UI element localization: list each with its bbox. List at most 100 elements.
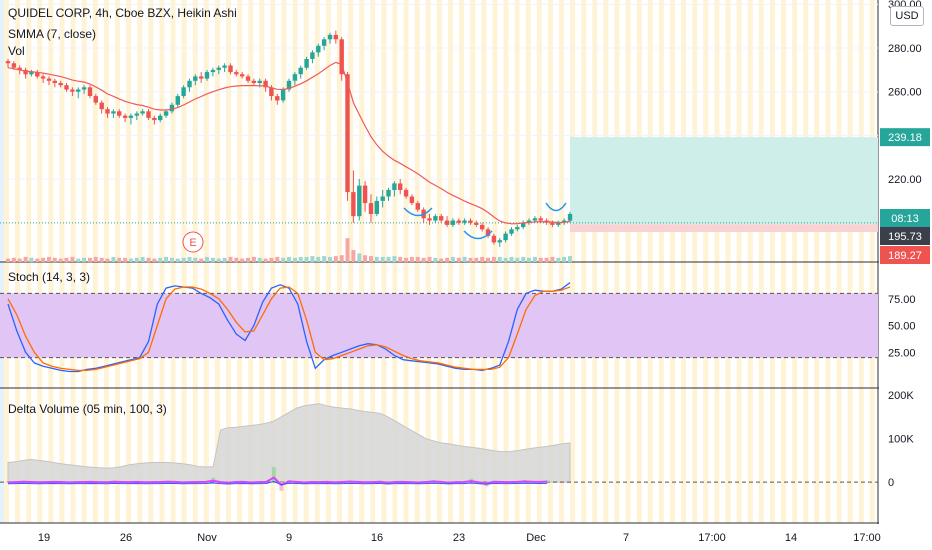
candle-body (280, 89, 286, 101)
candle-body (327, 34, 333, 40)
candle-body (40, 76, 46, 79)
pattern-arc (403, 207, 433, 217)
total-volume-area (7, 403, 571, 483)
candle-body (316, 45, 321, 53)
candle-body (169, 104, 175, 112)
symbol-legend[interactable]: QUIDEL CORP, 4h, Cboe BZX, Heikin Ashi (8, 6, 237, 20)
candle-body (17, 67, 22, 70)
candle-body (76, 89, 81, 92)
volume-bar (263, 258, 268, 262)
candle-body (222, 65, 227, 68)
volume-bar (6, 258, 10, 262)
volume-bar (527, 257, 531, 263)
candlestick-series[interactable] (5, 30, 573, 247)
volume-bar (187, 256, 192, 262)
volume-bar (269, 257, 274, 263)
candle-body (409, 196, 415, 204)
volume-bar (556, 257, 561, 263)
volume-bar (445, 257, 450, 263)
candle-body (450, 220, 456, 225)
candle-body (234, 72, 239, 75)
stoch-tick-label: 50.00 (888, 321, 916, 333)
volume-bar (345, 238, 350, 262)
candle-body (474, 222, 479, 225)
time-tick-label: 7 (623, 532, 629, 544)
volume-bar (298, 256, 303, 262)
candle-body (503, 233, 508, 241)
volume-bar (199, 258, 204, 262)
candle-body (556, 222, 561, 225)
volume-bar (351, 250, 356, 262)
volume-bar (392, 256, 397, 263)
currency-button[interactable]: USD (890, 6, 924, 26)
candle-body (269, 87, 274, 96)
volume-bar (369, 256, 373, 263)
volume-bar (29, 257, 34, 263)
candle-body (199, 76, 204, 79)
candle-body (29, 72, 34, 75)
candle-body (304, 59, 309, 68)
candle-body (111, 111, 116, 114)
volume-bar (380, 256, 385, 262)
candle-body (35, 72, 40, 77)
delta-volume-panel[interactable] (0, 403, 878, 491)
candle-body (146, 111, 151, 118)
stochastic-panel[interactable] (0, 282, 878, 373)
volume-bar (538, 257, 543, 263)
volume-bar (521, 256, 526, 262)
volume-bar (251, 256, 256, 262)
volume-bar (468, 257, 473, 263)
candle-body (257, 80, 262, 83)
volume-bar (158, 257, 163, 263)
time-axis[interactable]: 19 26 Nov 9 16 23 Dec 7 17:00 14 17:00 (0, 524, 932, 550)
volume-bar (216, 258, 221, 262)
candle-body (117, 111, 122, 116)
price-axes[interactable]: 220.00240.00260.00280.00300.00239.18199.… (879, 0, 932, 550)
volume-bar (281, 257, 286, 263)
stoch-legend[interactable]: Stoch (14, 3, 3) (8, 270, 91, 284)
stop-zone (570, 224, 878, 233)
pattern-arc (463, 230, 493, 240)
stoch-d-line (7, 286, 571, 372)
candle-body (11, 63, 17, 68)
stoch-tick-label: 75.00 (888, 294, 916, 306)
candle-body (362, 185, 368, 204)
volume-bar (292, 257, 297, 263)
volume-bar (550, 256, 555, 262)
volume-bar (58, 258, 63, 262)
volume-bar (439, 258, 444, 262)
pattern-arc (545, 202, 567, 212)
volume-legend[interactable]: Vol (8, 44, 25, 58)
candle-body (444, 220, 450, 225)
delta-tick-label: 200K (888, 390, 914, 402)
volume-bar (374, 256, 379, 262)
volume-bar (386, 256, 391, 262)
volume-bar (544, 257, 549, 263)
smma-legend[interactable]: SMMA (7, close) (8, 27, 97, 41)
volume-bar (509, 256, 514, 262)
candle-body (193, 76, 198, 81)
volume-bar (310, 256, 315, 263)
time-tick-label: 26 (120, 532, 132, 544)
candle-body (81, 87, 87, 90)
candle-body (52, 80, 57, 83)
volume-bar (228, 256, 233, 262)
volume-bar (287, 256, 291, 262)
candle-body (158, 115, 163, 121)
candle-body (64, 85, 69, 90)
annotations: E (182, 202, 567, 253)
delta-volume-legend[interactable]: Delta Volume (05 min, 100, 3) (8, 402, 167, 416)
volume-bar (257, 257, 262, 263)
time-tick-label: 16 (371, 532, 383, 544)
candle-body (70, 89, 75, 92)
candle-body (240, 74, 245, 77)
candle-body (228, 65, 233, 73)
volume-bar (474, 257, 479, 263)
volume-bar (146, 257, 151, 263)
volume-bar (421, 257, 426, 263)
delta-signal-line (7, 480, 548, 486)
volume-bar (333, 256, 338, 263)
time-axis-bg (0, 524, 932, 550)
earnings-marker (182, 231, 204, 253)
